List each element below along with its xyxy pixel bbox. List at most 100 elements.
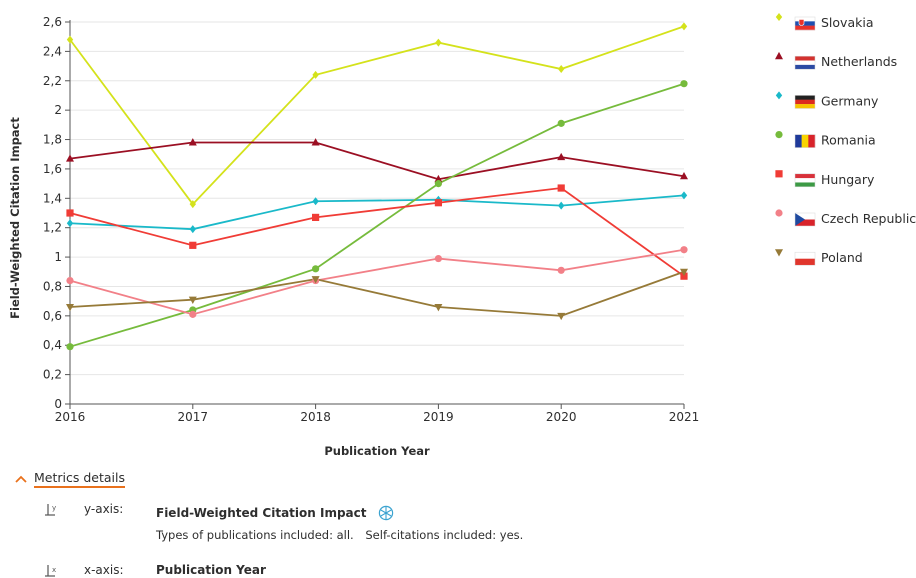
data-point-netherlands [188, 138, 197, 146]
data-point-poland [66, 304, 74, 312]
legend-item-hungary[interactable]: Hungary [775, 170, 875, 188]
y-tick-label: 2,2 [43, 74, 62, 88]
data-point-germany [189, 225, 196, 234]
legend-item-germany[interactable]: Germany [775, 91, 879, 109]
data-point-slovakia [558, 65, 565, 74]
data-point-hungary [66, 209, 74, 217]
y-tick-label: 0 [54, 397, 62, 411]
slovakia-flag [794, 16, 816, 31]
series-line-slovakia [69, 25, 685, 206]
data-point-czech-republic [680, 246, 688, 254]
series-line-germany [69, 194, 685, 231]
series-line-hungary [69, 187, 685, 277]
data-point-czech-republic [557, 266, 565, 274]
data-point-czech-republic [66, 276, 74, 285]
y-tick-label: 0,2 [43, 368, 62, 382]
data-point-slovakia [312, 70, 319, 79]
data-point-poland [557, 312, 566, 321]
snowball-metric-icon [378, 505, 393, 521]
data-point-romania [557, 119, 565, 127]
y-tick-label: 1,4 [43, 191, 62, 205]
x-tick-label: 2021 [669, 410, 700, 424]
y-tick-label: 0,4 [43, 338, 62, 352]
data-point-romania [434, 180, 442, 188]
legend-item-czech-republic[interactable]: Czech Republic [775, 209, 916, 227]
x-axis-metric-name: Publication Year [156, 563, 266, 577]
data-point-hungary [189, 241, 197, 249]
series-line-netherlands [69, 141, 685, 181]
legend-label: Czech Republic [821, 211, 916, 226]
self-citations-note: Self-citations included: yes. [365, 528, 524, 542]
series-line-poland [69, 270, 685, 317]
data-point-poland [680, 268, 688, 277]
y-tick-label: 0,6 [43, 309, 62, 323]
data-point-hungary [557, 184, 565, 192]
data-point-czech-republic [189, 310, 197, 318]
netherlands-flag [794, 55, 816, 70]
y-tick-label: 0,8 [43, 279, 62, 293]
series-lines [69, 25, 685, 348]
y-axis-metric-name: Field-Weighted Citation Impact [156, 506, 367, 520]
data-point-poland [434, 304, 443, 312]
data-point-germany [558, 201, 565, 210]
svg-text:x: x [52, 566, 56, 574]
x-tick-label: 2018 [300, 410, 331, 424]
legend-marker [775, 249, 783, 257]
chevron-up-icon [15, 475, 27, 483]
x-tick-label: 2017 [178, 410, 209, 424]
data-point-netherlands [557, 152, 566, 161]
legend-label: Germany [821, 93, 879, 108]
x-tick-labels: 2016 2017 2018 2019 2020 2021 [55, 410, 700, 424]
legend-item-poland[interactable]: Poland [775, 249, 863, 266]
legend-item-slovakia[interactable]: Slovakia [775, 13, 874, 31]
data-point-slovakia [66, 35, 74, 44]
data-point-germany [680, 191, 688, 200]
data-point-romania [312, 265, 320, 273]
y-tick-label: 2,6 [43, 15, 62, 29]
legend-label: Hungary [821, 172, 875, 187]
y-tick-label: 1,6 [43, 162, 62, 176]
x-axis-key: x-axis: [84, 563, 124, 577]
legend-marker [775, 209, 783, 217]
legend-marker [775, 91, 783, 100]
legend-marker [775, 131, 783, 139]
publications-included-note: Types of publications included: all. [156, 528, 354, 542]
data-point-romania [680, 80, 688, 88]
series-line-romania [69, 82, 685, 348]
data-point-poland [311, 276, 320, 284]
data-point-slovakia [435, 38, 442, 47]
data-point-slovakia [680, 22, 688, 31]
data-point-poland [188, 296, 197, 304]
legend-item-netherlands[interactable]: Netherlands [775, 51, 897, 70]
data-point-germany [312, 197, 319, 206]
data-point-netherlands [434, 174, 443, 183]
y-axis-key: y-axis: [84, 502, 124, 516]
legend: Slovakia Netherlands Germany Romania Hungary… [775, 13, 916, 266]
x-axis-details-row: x x-axis: Publication Year [44, 563, 266, 578]
legend-marker [775, 13, 783, 21]
y-tick-label: 1,8 [43, 133, 62, 147]
data-point-netherlands [66, 154, 74, 162]
data-point-netherlands [311, 138, 320, 146]
y-tick-label: 1,2 [43, 221, 62, 235]
data-point-netherlands [680, 171, 688, 180]
y-axis-title: Field-Weighted Citation Impact [8, 117, 22, 319]
legend-item-romania[interactable]: Romania [775, 131, 876, 148]
czech-republic-flag [794, 212, 816, 227]
x-axis-icon: x [45, 565, 56, 577]
legend-label: Poland [821, 250, 863, 265]
legend-marker [775, 170, 783, 178]
y-axis-details-row: y y-axis: Field-Weighted Citation Impact… [44, 502, 523, 542]
line-chart: 0 0,2 0,4 0,6 0,8 1 1,2 1,4 1,6 1,8 2 2,2 2,4 2,6 201… [8, 13, 916, 458]
x-tick-label: 2020 [546, 410, 577, 424]
metrics-details-panel: Metrics details y y-axis: Field-Weighted… [14, 470, 904, 577]
germany-flag [794, 95, 816, 109]
metrics-details-toggle[interactable]: Metrics details [14, 470, 125, 488]
x-tick-label: 2019 [423, 410, 454, 424]
data-point-germany [66, 219, 74, 228]
romania-flag [794, 134, 816, 148]
data-point-czech-republic [434, 254, 442, 263]
data-point-slovakia [189, 200, 196, 209]
y-tick-label: 1 [54, 250, 62, 264]
data-point-hungary [434, 199, 442, 207]
